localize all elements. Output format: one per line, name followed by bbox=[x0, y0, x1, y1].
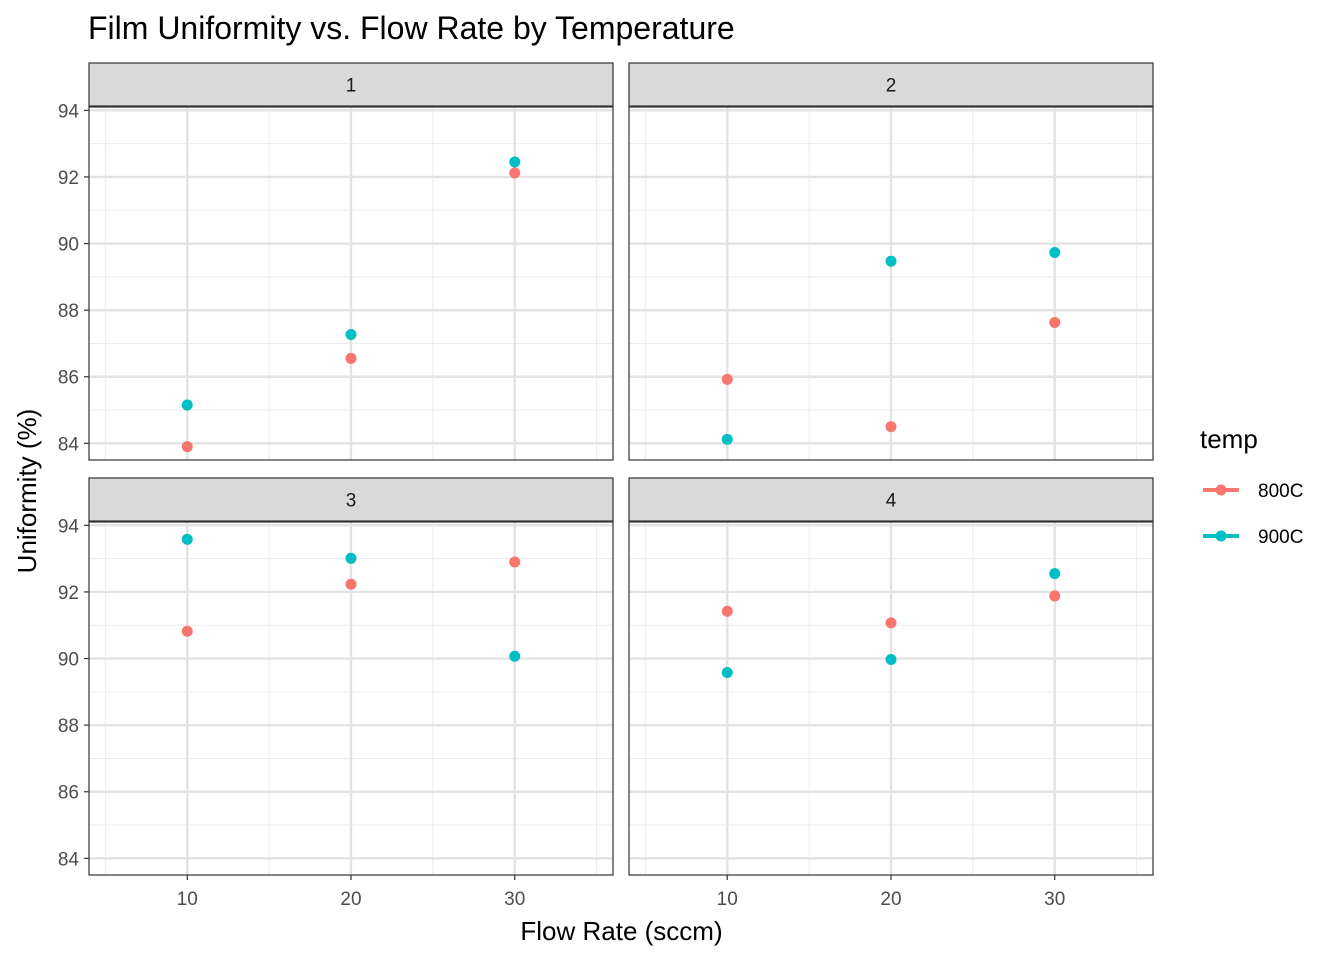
series-900C bbox=[721, 568, 1061, 679]
data-point bbox=[1049, 247, 1061, 259]
facet-strip bbox=[88, 477, 614, 522]
legend-title: temp bbox=[1200, 424, 1258, 454]
y-tick-label: 84 bbox=[58, 434, 80, 455]
y-tick-label: 88 bbox=[58, 716, 79, 737]
data-point bbox=[1049, 590, 1061, 602]
facet-strip-label: 4 bbox=[886, 491, 897, 512]
legend-entry-900C: 900C bbox=[1203, 527, 1303, 548]
data-point bbox=[721, 373, 733, 385]
panel-border bbox=[628, 106, 1154, 461]
chart-title: Film Uniformity vs. Flow Rate by Tempera… bbox=[88, 10, 735, 46]
x-tick-label: 20 bbox=[880, 889, 901, 910]
x-tick-label: 30 bbox=[504, 889, 525, 910]
data-point bbox=[345, 352, 357, 364]
data-point bbox=[509, 556, 521, 568]
series-900C bbox=[181, 156, 521, 411]
data-point bbox=[885, 421, 897, 433]
data-point bbox=[885, 255, 897, 267]
y-tick-label: 86 bbox=[58, 783, 79, 804]
y-tick-label: 84 bbox=[58, 849, 80, 870]
data-point bbox=[509, 156, 521, 168]
x-tick-label: 20 bbox=[340, 889, 361, 910]
x-tick-label: 10 bbox=[717, 889, 738, 910]
facet-panel-3: 3 84 86 88 90 92 94 10 20 30 bbox=[58, 477, 614, 910]
legend-key-point bbox=[1215, 530, 1227, 542]
y-tick-label: 90 bbox=[58, 235, 79, 256]
series-800C bbox=[721, 316, 1061, 433]
series-900C bbox=[181, 533, 521, 662]
x-tick-label: 30 bbox=[1044, 889, 1065, 910]
major-gridlines bbox=[629, 107, 1153, 460]
data-point bbox=[181, 399, 193, 411]
y-tick-label: 94 bbox=[58, 516, 80, 537]
y-tick-label: 92 bbox=[58, 168, 79, 189]
facet-strip bbox=[628, 477, 1154, 522]
x-axis-title: Flow Rate (sccm) bbox=[520, 916, 722, 946]
facet-panel-2: 2 bbox=[628, 62, 1154, 461]
panel-border bbox=[88, 106, 614, 461]
y-tick-label: 86 bbox=[58, 368, 79, 389]
facet-strip-label: 2 bbox=[886, 76, 897, 97]
series-900C bbox=[721, 247, 1061, 445]
y-axis: 84 86 88 90 92 94 bbox=[58, 516, 89, 870]
data-point bbox=[509, 650, 521, 662]
y-tick-label: 90 bbox=[58, 650, 79, 671]
facet-strip-label: 1 bbox=[346, 76, 357, 97]
data-point bbox=[1049, 568, 1061, 580]
data-point bbox=[885, 617, 897, 629]
data-point bbox=[885, 654, 897, 666]
data-point bbox=[181, 533, 193, 545]
y-tick-label: 94 bbox=[58, 101, 80, 122]
data-point bbox=[345, 552, 357, 564]
y-axis-title: Uniformity (%) bbox=[12, 409, 42, 574]
data-point bbox=[181, 441, 193, 453]
data-point bbox=[345, 328, 357, 340]
data-point bbox=[1049, 316, 1061, 328]
facet-panel-4: 4 10 20 30 bbox=[628, 477, 1154, 910]
legend-entries: 800C 900C bbox=[1203, 481, 1303, 548]
facet-panels: 1 84 86 88 90 92 94 2 3 84 86 88 90 92 94 10 20 30 4 10 20 30 bbox=[58, 62, 1154, 910]
y-axis: 84 86 88 90 92 94 bbox=[58, 101, 89, 455]
legend-key-point bbox=[1215, 484, 1227, 496]
x-axis: 10 20 30 bbox=[177, 875, 525, 910]
data-point bbox=[509, 167, 521, 179]
data-point bbox=[721, 433, 733, 445]
facet-strip-label: 3 bbox=[346, 491, 357, 512]
data-point bbox=[721, 667, 733, 679]
y-tick-label: 88 bbox=[58, 301, 79, 322]
legend: temp 800C 900C bbox=[1200, 424, 1303, 548]
legend-entry-800C: 800C bbox=[1203, 481, 1303, 502]
series-800C bbox=[181, 167, 521, 453]
facet-strip bbox=[88, 62, 614, 107]
series-800C bbox=[181, 556, 521, 637]
data-point bbox=[345, 578, 357, 590]
major-gridlines bbox=[629, 522, 1153, 875]
x-tick-label: 10 bbox=[177, 889, 198, 910]
legend-label: 800C bbox=[1258, 481, 1303, 502]
y-tick-label: 92 bbox=[58, 583, 79, 604]
legend-label: 900C bbox=[1258, 527, 1303, 548]
facet-strip bbox=[628, 62, 1154, 107]
facet-panel-1: 1 84 86 88 90 92 94 bbox=[58, 62, 614, 461]
data-point bbox=[721, 605, 733, 617]
x-axis: 10 20 30 bbox=[717, 875, 1065, 910]
series-800C bbox=[721, 590, 1061, 629]
data-point bbox=[181, 625, 193, 637]
